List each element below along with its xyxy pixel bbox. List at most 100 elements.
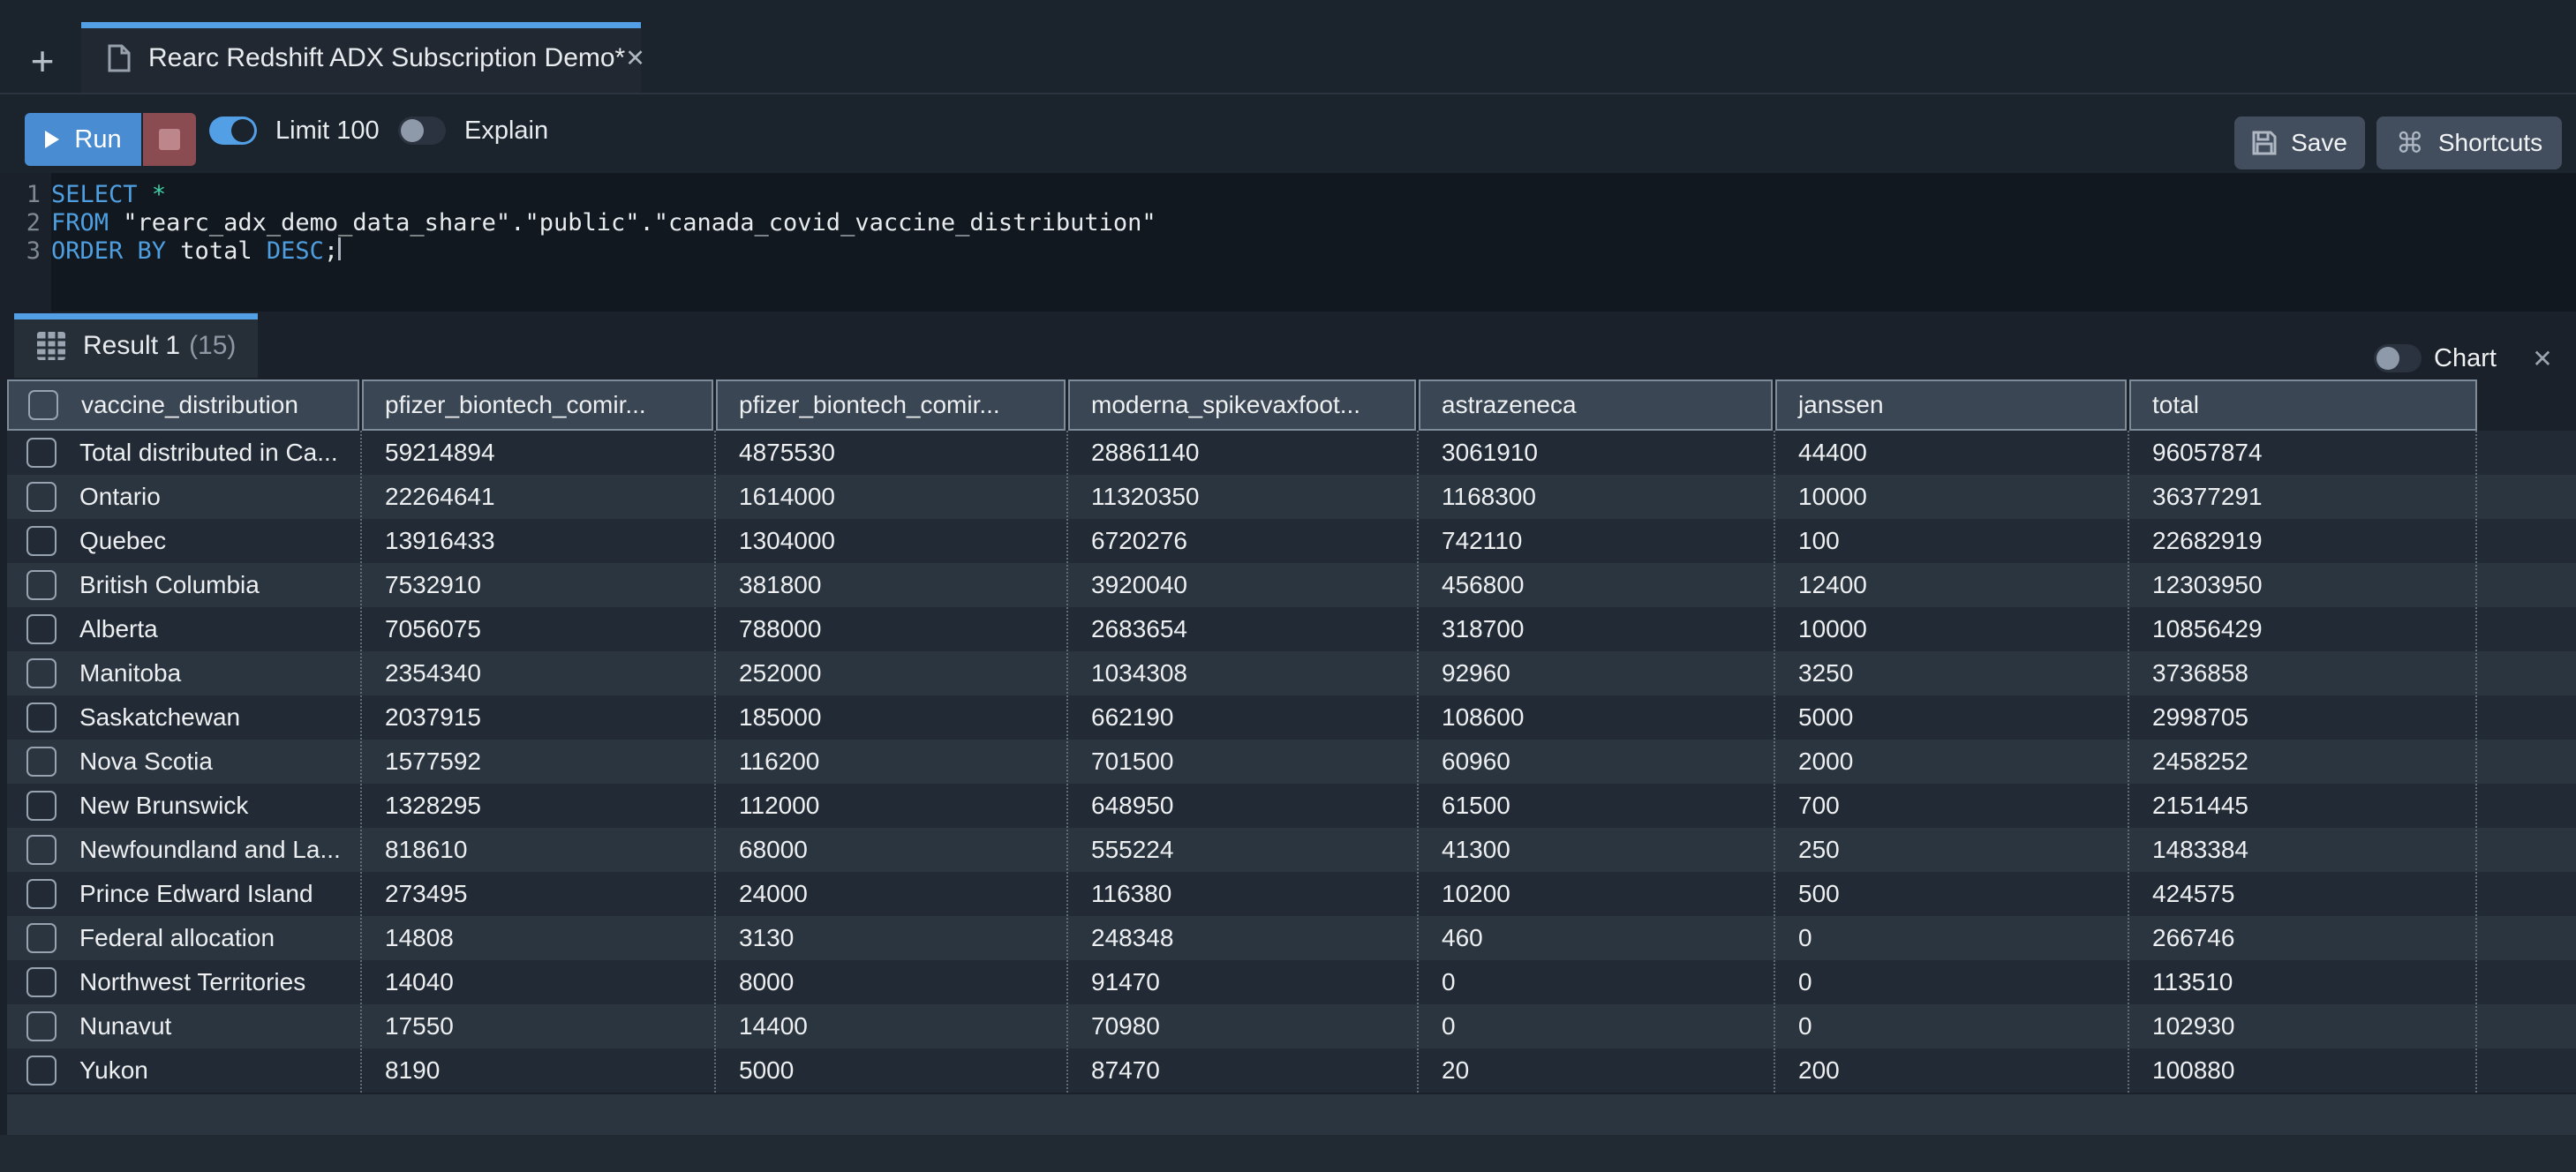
row-checkbox[interactable] [26, 879, 56, 909]
data-cell: 2151445 [2129, 784, 2477, 828]
run-button[interactable]: Run [25, 113, 141, 166]
data-cell: 116380 [1068, 872, 1419, 916]
row-checkbox[interactable] [26, 1011, 56, 1041]
cell-value: 96057874 [2152, 439, 2263, 466]
data-cell: 1483384 [2129, 828, 2477, 872]
limit-toggle[interactable] [209, 116, 257, 145]
data-cell: 648950 [1068, 784, 1419, 828]
table-row: Total distributed in Ca... 59214894 487553… [7, 431, 2576, 475]
cell-value: Yukon [79, 1056, 148, 1084]
data-cell: 13916433 [362, 519, 716, 563]
cell-value: 1328295 [385, 792, 482, 819]
cell-value: 41300 [1442, 836, 1510, 863]
data-cell: 460 [1419, 916, 1775, 960]
cell-value: 3736858 [2152, 659, 2249, 687]
cell-value: Nunavut [79, 1012, 172, 1040]
cell-value: 1577592 [385, 748, 482, 775]
data-cell: 2458252 [2129, 740, 2477, 784]
data-cell: 70980 [1068, 1004, 1419, 1048]
row-checkbox[interactable] [26, 526, 56, 556]
data-cell: 60960 [1419, 740, 1775, 784]
result-tab[interactable]: Result 1 (15) [14, 313, 258, 378]
select-all-checkbox[interactable] [28, 390, 58, 420]
cell-value: 1483384 [2152, 836, 2249, 863]
save-button[interactable]: Save [2234, 116, 2365, 169]
row-checkbox[interactable] [26, 791, 56, 821]
table-row: Yukon 8190 5000 87470 20 200 100880 [7, 1048, 2576, 1093]
column-header-total[interactable]: total [2129, 379, 2477, 431]
cell-value: 0 [1798, 924, 1812, 951]
column-header-vaccine-distribution[interactable]: vaccine_distribution [7, 379, 359, 431]
row-checkbox[interactable] [26, 570, 56, 600]
data-cell: 248348 [1068, 916, 1419, 960]
result-tab-label: Result 1 [83, 330, 181, 360]
sql-token: ORDER BY [51, 237, 167, 265]
column-header-label: astrazeneca [1442, 391, 1577, 418]
cell-value: 24000 [739, 880, 808, 907]
column-header-astrazeneca[interactable]: astrazeneca [1419, 379, 1773, 431]
tab-close-button[interactable]: ✕ [625, 44, 645, 71]
cell-value: 5000 [1798, 703, 1854, 731]
table-row: Newfoundland and La... 818610 68000 555224 4… [7, 828, 2576, 872]
row-checkbox[interactable] [26, 614, 56, 644]
cell-value: 0 [1798, 1012, 1812, 1040]
stop-button[interactable] [141, 113, 196, 166]
editor-tab[interactable]: Rearc Redshift ADX Subscription Demo* ✕ [81, 22, 645, 94]
explain-toggle[interactable] [398, 116, 446, 145]
row-checkbox[interactable] [26, 967, 56, 997]
data-cell: 28861140 [1068, 431, 1419, 475]
row-checkbox[interactable] [26, 923, 56, 953]
cell-value: 22682919 [2152, 527, 2263, 554]
table-row: New Brunswick 1328295 112000 648950 61500 700… [7, 784, 2576, 828]
new-tab-button[interactable]: + [23, 41, 62, 81]
sql-token [109, 209, 123, 237]
data-cell: 1328295 [362, 784, 716, 828]
cell-value: 59214894 [385, 439, 495, 466]
row-checkbox[interactable] [26, 702, 56, 732]
sql-editor[interactable]: 1 SELECT * 2 FROM "rearc_adx_demo_data_shar… [0, 173, 2576, 312]
command-icon: ⌘ [2395, 127, 2424, 159]
row-checkbox[interactable] [26, 482, 56, 512]
sql-token: "rearc_adx_demo_data_share"."public"."ca… [123, 209, 1156, 237]
data-cell: 2998705 [2129, 695, 2477, 740]
data-cell: 102930 [2129, 1004, 2477, 1048]
cell-value: 2458252 [2152, 748, 2249, 775]
data-cell: 701500 [1068, 740, 1419, 784]
data-cell: 68000 [716, 828, 1068, 872]
tab-strip: + Rearc Redshift ADX Subscription Demo* … [0, 0, 2576, 94]
data-cell: 3130 [716, 916, 1068, 960]
row-label-cell: British Columbia [7, 563, 362, 607]
code-line: 2 FROM "rearc_adx_demo_data_share"."publi… [0, 209, 2576, 237]
cell-value: 248348 [1091, 924, 1174, 951]
data-cell: 1304000 [716, 519, 1068, 563]
chart-toggle[interactable] [2374, 344, 2422, 372]
row-label-cell: Yukon [7, 1048, 362, 1093]
column-header-janssen[interactable]: janssen [1775, 379, 2127, 431]
cell-value: 318700 [1442, 615, 1525, 642]
row-checkbox[interactable] [26, 747, 56, 777]
row-checkbox[interactable] [26, 1056, 56, 1086]
cell-value: 2998705 [2152, 703, 2249, 731]
row-checkbox[interactable] [26, 835, 56, 865]
row-checkbox[interactable] [26, 658, 56, 688]
table-row: Alberta 7056075 788000 2683654 318700 10000 10… [7, 607, 2576, 651]
cell-value: 742110 [1442, 527, 1523, 554]
close-icon: ✕ [2532, 344, 2553, 372]
result-tab-accent [14, 313, 258, 319]
data-cell: 2683654 [1068, 607, 1419, 651]
row-label-cell: Total distributed in Ca... [7, 431, 362, 475]
data-cell: 0 [1419, 960, 1775, 1004]
explain-label: Explain [464, 116, 549, 145]
results-close-button[interactable]: ✕ [2525, 341, 2560, 376]
cell-value: 68000 [739, 836, 808, 863]
row-checkbox[interactable] [26, 438, 56, 468]
cell-value: Federal allocation [79, 924, 275, 951]
active-tab-accent [81, 22, 641, 28]
column-header-moderna-spikevaxfoot[interactable]: moderna_spikevaxfoot... [1068, 379, 1416, 431]
limit-toggle-knob [231, 119, 254, 142]
cell-value: 185000 [739, 703, 822, 731]
shortcuts-button[interactable]: ⌘ Shortcuts [2376, 116, 2562, 169]
cell-value: Alberta [79, 615, 158, 642]
column-header-pfizer-biontech-comir[interactable]: pfizer_biontech_comir... [362, 379, 713, 431]
column-header-pfizer-biontech-comir[interactable]: pfizer_biontech_comir... [716, 379, 1066, 431]
